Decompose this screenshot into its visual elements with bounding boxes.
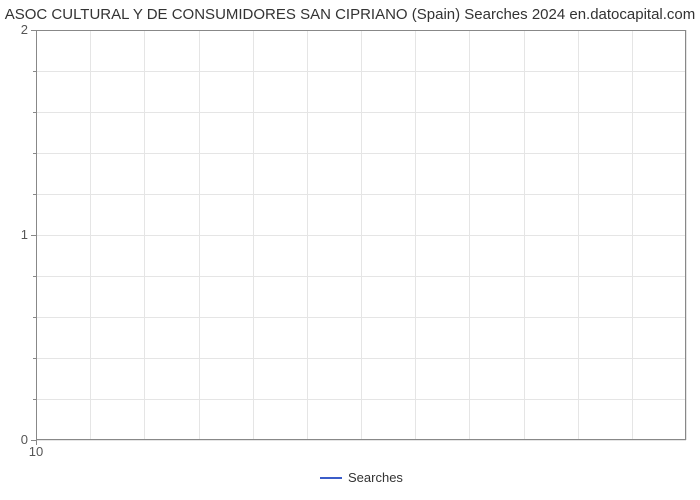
y-major-tick [31,30,36,31]
chart-container: ASOC CULTURAL Y DE CONSUMIDORES SAN CIPR… [0,0,700,500]
y-minor-tick [33,112,36,113]
y-minor-tick [33,399,36,400]
gridline-vertical [36,30,37,440]
gridline-vertical [632,30,633,440]
y-tick-label: 2 [8,22,28,37]
legend-line-icon [320,477,342,479]
y-tick-label: 1 [8,227,28,242]
chart-title: ASOC CULTURAL Y DE CONSUMIDORES SAN CIPR… [0,6,700,23]
y-minor-tick [33,194,36,195]
x-tick-label: 10 [26,444,46,459]
y-tick-label: 0 [8,432,28,447]
gridline-vertical [524,30,525,440]
legend: Searches [320,470,403,485]
y-minor-tick [33,358,36,359]
gridline-vertical [199,30,200,440]
gridline-vertical [253,30,254,440]
y-minor-tick [33,153,36,154]
gridline-vertical [578,30,579,440]
gridline-vertical [144,30,145,440]
gridline-vertical [415,30,416,440]
gridline-horizontal [36,440,686,441]
y-major-tick [31,235,36,236]
gridline-vertical [686,30,687,440]
gridline-vertical [361,30,362,440]
legend-label: Searches [348,470,403,485]
y-minor-tick [33,71,36,72]
gridline-vertical [307,30,308,440]
x-major-tick [36,440,37,445]
plot-area [36,30,686,440]
gridline-vertical [469,30,470,440]
y-minor-tick [33,276,36,277]
gridline-vertical [90,30,91,440]
y-minor-tick [33,317,36,318]
